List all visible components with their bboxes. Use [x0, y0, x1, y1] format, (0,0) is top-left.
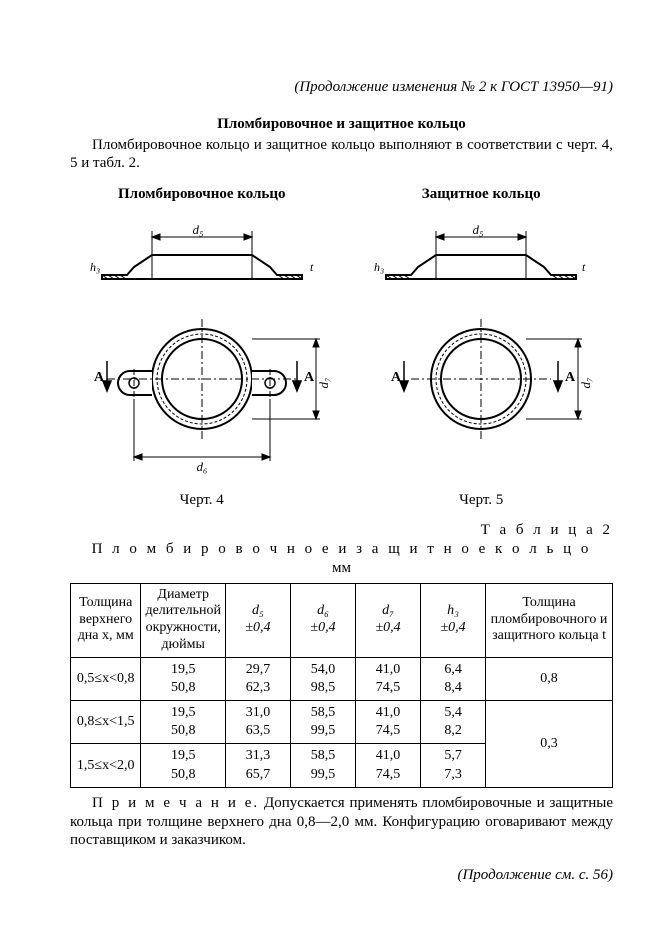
figure-4-caption: Черт. 4: [70, 491, 334, 510]
label-a-left-r: А: [391, 370, 402, 385]
dim-h3-label-r: h₃: [374, 260, 384, 274]
cell: 5,48,2: [421, 701, 486, 744]
col-d5: d₅±0,4: [225, 583, 290, 657]
cell: 58,599,5: [290, 744, 355, 787]
table-title: П л о м б и р о в о ч н о е и з а щ и т …: [70, 540, 613, 559]
intro-paragraph: Пломбировочное кольцо и защитное кольцо …: [70, 136, 613, 174]
dim-d7-label-r: d₇: [578, 377, 593, 389]
diagram-right-title: Защитное кольцо: [350, 185, 614, 204]
header-continuation-note: (Продолжение изменения № 2 к ГОСТ 13950—…: [70, 78, 613, 97]
cell: 19,550,8: [141, 744, 226, 787]
cell: 0,5≤x<0,8: [71, 657, 141, 700]
cell: 29,762,3: [225, 657, 290, 700]
diagram-right: Защитное кольцо d₅ h₃ t: [350, 185, 614, 509]
dim-d5-label-r: d₅: [473, 222, 484, 237]
figure-5-caption: Черт. 5: [350, 491, 614, 510]
cell: 41,074,5: [356, 744, 421, 787]
label-a-right-r: А: [565, 370, 576, 385]
cell: 1,5≤x<2,0: [71, 744, 141, 787]
dim-d6-label: d₆: [196, 459, 207, 474]
figure-4-svg: d₅ h₃ t: [72, 209, 332, 479]
cell: 54,098,5: [290, 657, 355, 700]
label-a-left: А: [94, 370, 105, 385]
diagrams-row: Пломбировочное кольцо: [70, 185, 613, 509]
dim-t-label: t: [310, 260, 314, 274]
col-dia: Диаметр делительной окружности, дюймы: [141, 583, 226, 657]
dim-d5-label: d₅: [192, 222, 203, 237]
cell: 0,8≤x<1,5: [71, 701, 141, 744]
col-h3: h₃±0,4: [421, 583, 486, 657]
cell: 19,550,8: [141, 657, 226, 700]
cell: 6,48,4: [421, 657, 486, 700]
table-label: Т а б л и ц а 2: [70, 521, 613, 540]
cell: 31,063,5: [225, 701, 290, 744]
page: (Продолжение изменения № 2 к ГОСТ 13950—…: [0, 0, 661, 936]
cell: 41,074,5: [356, 657, 421, 700]
diagram-left-title: Пломбировочное кольцо: [70, 185, 334, 204]
figure-5-svg: d₅ h₃ t А А: [366, 209, 596, 479]
cell: 5,77,3: [421, 744, 486, 787]
cell: 41,074,5: [356, 701, 421, 744]
table-unit: мм: [70, 559, 613, 578]
table-row: 0,8≤x<1,5 19,550,8 31,063,5 58,599,5 41,…: [71, 701, 613, 744]
cell: 19,550,8: [141, 701, 226, 744]
cell: 31,365,7: [225, 744, 290, 787]
cell: 0,3: [486, 701, 613, 788]
footer-continuation-note: (Продолжение см. с. 56): [70, 866, 613, 885]
col-d7: d₇±0,4: [356, 583, 421, 657]
diagram-left: Пломбировочное кольцо: [70, 185, 334, 509]
table-row: 0,5≤x<0,8 19,550,8 29,762,3 54,098,5 41,…: [71, 657, 613, 700]
col-t: Толщина пломбировочного и защитного коль…: [486, 583, 613, 657]
dim-t-label-r: t: [582, 260, 586, 274]
section-title: Пломбировочное и защитное кольцо: [70, 115, 613, 134]
dim-h3-label: h₃: [90, 260, 100, 274]
col-x: Толщина верхнего дна x, мм: [71, 583, 141, 657]
label-a-right: А: [304, 370, 315, 385]
cell: 58,599,5: [290, 701, 355, 744]
cell: 0,8: [486, 657, 613, 700]
dim-d7-label: d₇: [316, 377, 331, 389]
col-d6: d₆±0,4: [290, 583, 355, 657]
data-table: Толщина верхнего дна x, мм Диаметр делит…: [70, 583, 613, 788]
note: П р и м е ч а н и е. Допускается применя…: [70, 794, 613, 850]
note-prefix: П р и м е ч а н и е.: [92, 795, 259, 811]
